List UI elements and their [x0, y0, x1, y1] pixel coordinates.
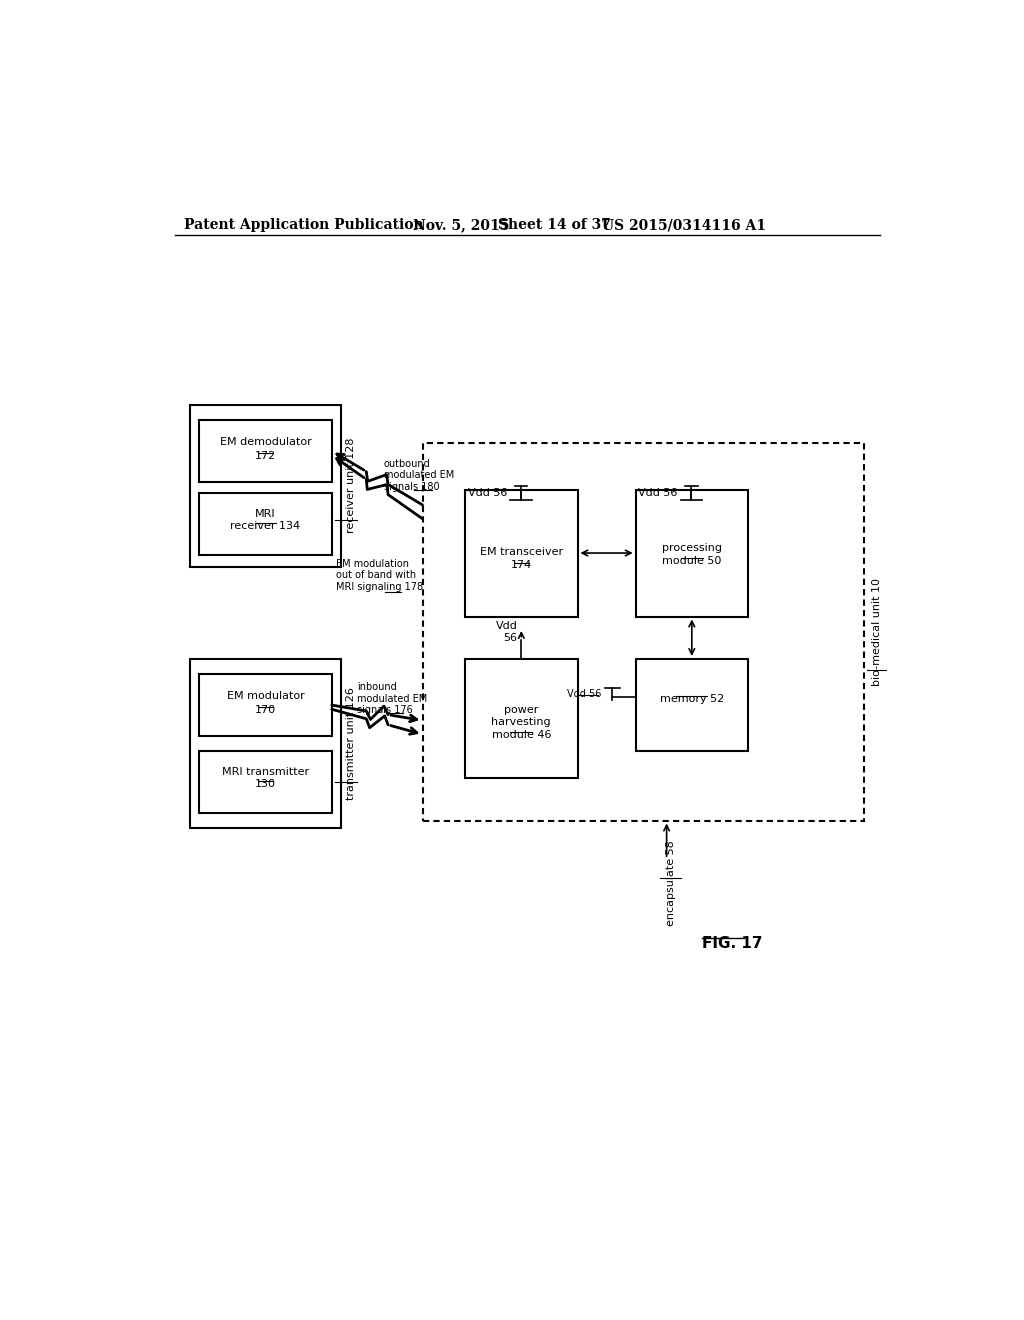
Text: power: power — [504, 705, 539, 715]
Text: EM demodulator: EM demodulator — [220, 437, 311, 447]
Text: module 50: module 50 — [663, 556, 722, 566]
Text: MRI: MRI — [255, 508, 275, 519]
Text: transmitter unit 126: transmitter unit 126 — [346, 688, 355, 800]
Text: Nov. 5, 2015: Nov. 5, 2015 — [414, 218, 510, 232]
Text: EM transceiver: EM transceiver — [480, 548, 563, 557]
Text: Vdd
56: Vdd 56 — [496, 622, 517, 643]
Text: EM modulation
out of band with
MRI signaling 178: EM modulation out of band with MRI signa… — [336, 558, 423, 591]
Text: receiver 134: receiver 134 — [230, 521, 301, 531]
Text: 170: 170 — [255, 705, 276, 715]
Text: inbound
modulated EM
signals 176: inbound modulated EM signals 176 — [356, 682, 427, 715]
Bar — [200, 751, 332, 813]
Text: harvesting: harvesting — [492, 718, 551, 727]
Text: 130: 130 — [255, 779, 276, 789]
Bar — [200, 675, 332, 737]
Text: outbound
modulated EM
signals 180: outbound modulated EM signals 180 — [384, 459, 454, 492]
Bar — [423, 444, 864, 821]
Text: bio-medical unit 10: bio-medical unit 10 — [871, 578, 882, 686]
Bar — [636, 490, 748, 616]
Text: MRI transmitter: MRI transmitter — [222, 767, 309, 776]
Text: Vdd 56: Vdd 56 — [638, 487, 678, 498]
Text: processing: processing — [662, 544, 722, 553]
Text: 172: 172 — [255, 451, 276, 461]
Bar — [465, 659, 578, 779]
Text: encapsulate 58: encapsulate 58 — [666, 840, 676, 925]
Text: Patent Application Publication: Patent Application Publication — [183, 218, 424, 232]
Text: Vdd 56: Vdd 56 — [468, 487, 507, 498]
Text: memory 52: memory 52 — [659, 693, 724, 704]
Text: EM modulator: EM modulator — [226, 692, 304, 701]
Bar — [190, 659, 341, 829]
Text: US 2015/0314116 A1: US 2015/0314116 A1 — [602, 218, 766, 232]
Text: receiver unit 128: receiver unit 128 — [346, 438, 355, 533]
Text: Vdd 56: Vdd 56 — [567, 689, 601, 698]
Bar — [200, 420, 332, 482]
Text: module 46: module 46 — [492, 730, 551, 739]
Text: Sheet 14 of 37: Sheet 14 of 37 — [499, 218, 611, 232]
Bar — [200, 494, 332, 554]
Text: FIG. 17: FIG. 17 — [701, 936, 762, 952]
Text: 174: 174 — [511, 561, 531, 570]
Bar — [465, 490, 578, 616]
Bar — [190, 405, 341, 566]
Bar — [636, 659, 748, 751]
